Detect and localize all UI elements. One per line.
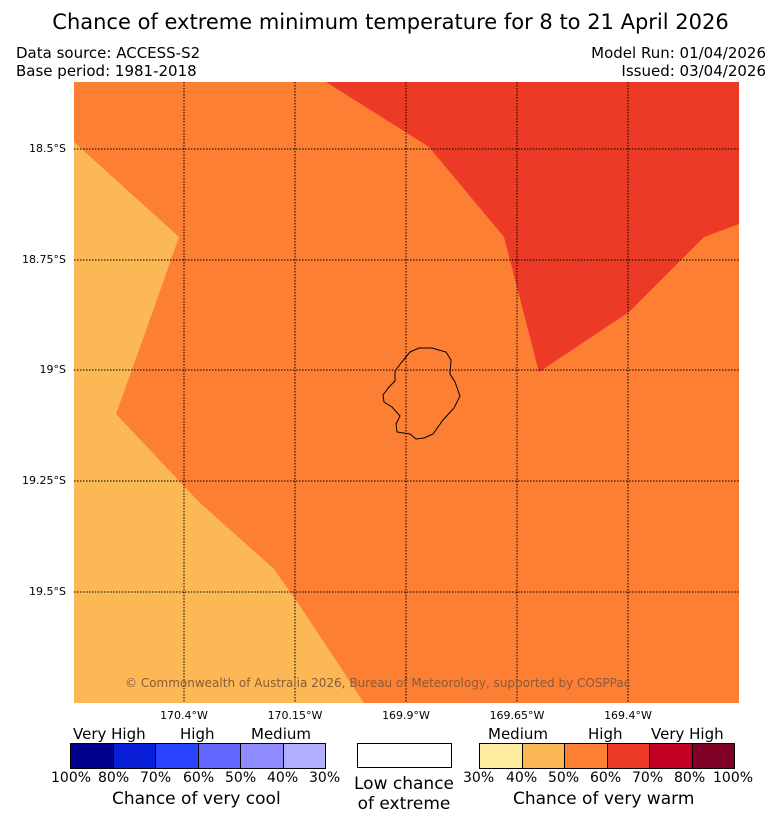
lon-label-169-9: 169.9°W [382, 709, 430, 722]
tick-warm-30: 30% [463, 770, 495, 786]
tick-cool-100: 100% [51, 770, 92, 786]
swatch-warm-4 [607, 744, 650, 768]
lat-label-19-5: 19.5°S [29, 585, 66, 598]
swatch-cool-5 [241, 744, 284, 768]
legend-cool-colorbar [70, 743, 326, 769]
swatch-cool-6 [283, 744, 325, 768]
legend-warm-high: High [588, 725, 623, 743]
region-medium-warm [74, 142, 364, 703]
data-source: Data source: ACCESS-S2 [16, 44, 201, 62]
header-left: Data source: ACCESS-S2 Base period: 1981… [16, 44, 200, 80]
legend-warm-caption: Chance of very warm [513, 789, 695, 809]
lon-label-170-4: 170.4°W [160, 709, 208, 722]
forecast-map: © Commonwealth of Australia 2026, Bureau… [74, 82, 739, 703]
legend-cool-medium: Medium [251, 725, 311, 743]
issued-date: Issued: 03/04/2026 [621, 62, 766, 80]
tick-warm-60: 60% [590, 770, 622, 786]
tick-warm-50: 50% [548, 770, 580, 786]
swatch-warm-1 [480, 744, 523, 768]
model-run: Model Run: 01/04/2026 [591, 44, 766, 62]
lon-label-169-65: 169.65°W [489, 709, 545, 722]
island-outline [382, 347, 461, 440]
region-high-warm-70 [326, 82, 739, 372]
tick-warm-80: 80% [674, 770, 706, 786]
lat-label-18-75: 18.75°S [22, 253, 66, 266]
legend-warm-colorbar [479, 743, 735, 769]
tick-cool-50: 50% [225, 770, 257, 786]
legend-warm-very-high: Very High [651, 725, 724, 743]
legend-cool-caption: Chance of very cool [112, 789, 281, 809]
swatch-warm-3 [565, 744, 608, 768]
legend-cool-very-high: Very High [73, 725, 146, 743]
tick-warm-100: 100% [713, 770, 754, 786]
chart-title: Chance of extreme minimum temperature fo… [52, 10, 729, 34]
copyright-notice: © Commonwealth of Australia 2026, Bureau… [125, 676, 630, 690]
lon-label-170-15: 170.15°W [267, 709, 323, 722]
lat-label-19: 19°S [39, 363, 66, 376]
swatch-cool-4 [198, 744, 241, 768]
tick-cool-80: 80% [98, 770, 130, 786]
swatch-warm-6 [692, 744, 734, 768]
lon-label-169-4: 169.4°W [604, 709, 652, 722]
swatch-warm-5 [650, 744, 693, 768]
tick-warm-40: 40% [506, 770, 538, 786]
lat-label-18-5: 18.5°S [29, 142, 66, 155]
legend-cool-high: High [180, 725, 215, 743]
tick-cool-70: 70% [140, 770, 172, 786]
legend-low-chance-line2: of extreme [357, 794, 451, 814]
tick-warm-70: 70% [632, 770, 664, 786]
graticule [74, 82, 739, 703]
header-right: Model Run: 01/04/2026 Issued: 03/04/2026 [591, 44, 766, 80]
swatch-warm-2 [522, 744, 565, 768]
swatch-cool-2 [113, 744, 156, 768]
legend-low-chance-caption: Low chance of extreme [340, 774, 468, 814]
tick-cool-40: 40% [267, 770, 299, 786]
legend-low-chance-swatch [357, 743, 452, 768]
swatch-cool-1 [71, 744, 114, 768]
base-period: Base period: 1981-2018 [16, 62, 197, 80]
tick-cool-30: 30% [309, 770, 341, 786]
swatch-cool-3 [156, 744, 199, 768]
lat-label-19-25: 19.25°S [22, 474, 66, 487]
legend-low-chance-line1: Low chance [354, 774, 454, 794]
tick-cool-60: 60% [183, 770, 215, 786]
legend-warm-medium: Medium [488, 725, 548, 743]
